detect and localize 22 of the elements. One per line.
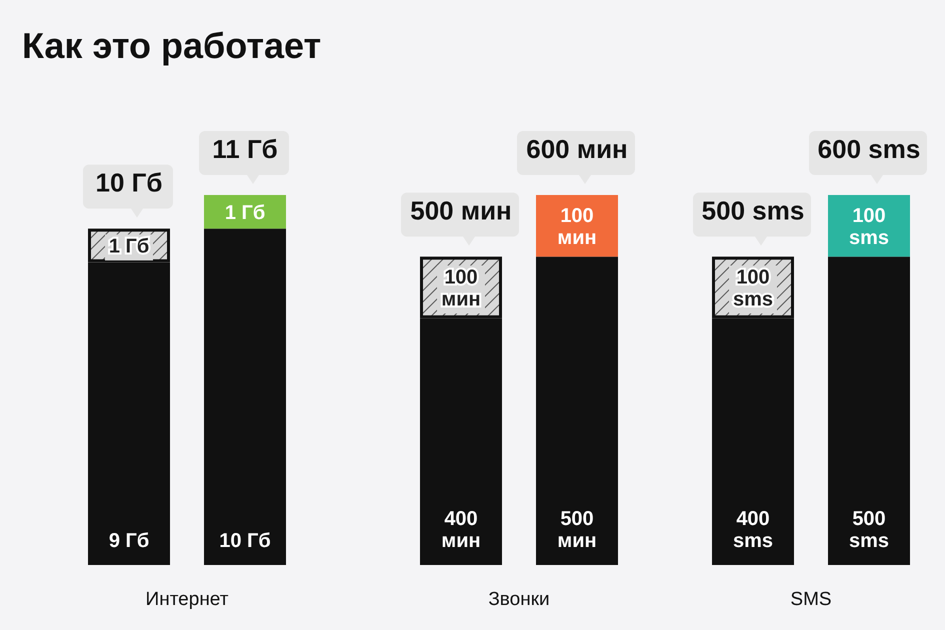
- x-axis-title: Интернет: [146, 589, 229, 610]
- total-label: 600 мин: [526, 134, 628, 164]
- data-label: 400 sms: [732, 508, 774, 552]
- data-label: 100 sms: [848, 204, 890, 249]
- data-label: 100 sms: [732, 266, 774, 310]
- data-label: 100 мин: [557, 204, 597, 249]
- chart-title: Как это работает: [22, 25, 322, 66]
- total-label: 500 мин: [410, 196, 512, 226]
- total-label: 500 sms: [702, 196, 804, 226]
- total-label: 600 sms: [818, 134, 920, 164]
- data-label: 400 мин: [441, 508, 481, 552]
- data-label: 500 sms: [848, 508, 890, 552]
- data-label: 1 Гб: [224, 202, 266, 224]
- total-label: 11 Гб: [212, 134, 278, 164]
- data-label: 100 мин: [441, 266, 481, 310]
- x-axis-title: SMS: [790, 589, 832, 610]
- data-label: 9 Гб: [108, 530, 150, 552]
- total-label: 10 Гб: [96, 168, 162, 198]
- data-label: 500 мин: [557, 508, 597, 552]
- x-axis-title: Звонки: [488, 589, 550, 610]
- data-label: 1 Гб: [108, 235, 150, 258]
- data-label: 10 Гб: [219, 530, 271, 552]
